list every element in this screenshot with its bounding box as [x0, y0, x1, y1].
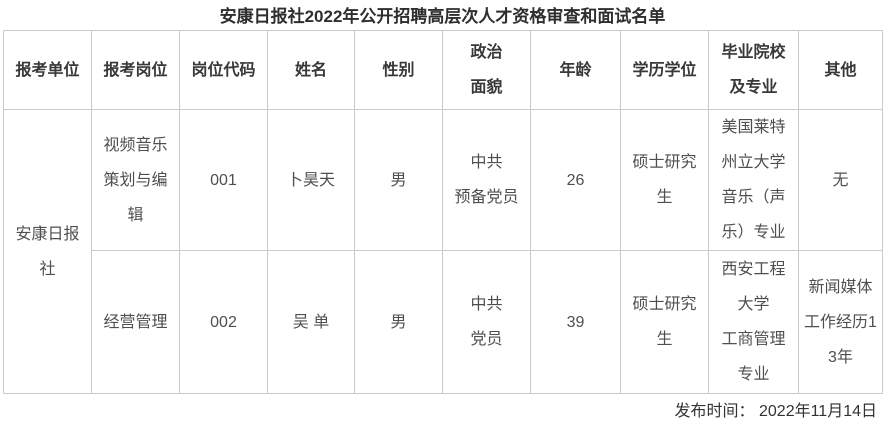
- header-unit: 报考单位: [3, 30, 92, 110]
- cell-degree: 硕士研究 生: [620, 109, 709, 251]
- cell-name: 吴 单: [267, 250, 355, 394]
- cell-degree: 硕士研究 生: [620, 250, 709, 394]
- cell-gender: 男: [354, 109, 443, 251]
- publish-time: 发布时间： 2022年11月14日: [674, 403, 877, 420]
- table-header-row: 报考单位 报考岗位 岗位代码 姓名 性别 政治 面貌 年龄 学历学位 毕业院校 …: [3, 30, 883, 110]
- header-age: 年龄: [530, 30, 621, 110]
- cell-age: 39: [530, 250, 621, 394]
- cell-code: 002: [179, 250, 268, 394]
- cell-unit: 安康日报 社: [3, 109, 92, 394]
- cell-gender: 男: [354, 250, 443, 394]
- recruitment-table: 报考单位 报考岗位 岗位代码 姓名 性别 政治 面貌 年龄 学历学位 毕业院校 …: [3, 30, 883, 394]
- cell-political: 中共 党员: [442, 250, 531, 394]
- header-political: 政治 面貌: [442, 30, 531, 110]
- header-degree: 学历学位: [620, 30, 709, 110]
- page-title: 安康日报社2022年公开招聘高层次人才资格审查和面试名单: [219, 7, 666, 26]
- cell-school: 美国莱特 州立大学 音乐（声 乐）专业: [708, 109, 799, 251]
- header-gender: 性别: [354, 30, 443, 110]
- cell-other: 新闻媒体 工作经历1 3年: [798, 250, 883, 394]
- cell-position: 经营管理: [91, 250, 180, 394]
- table-row: 经营管理 002 吴 单 男 中共 党员 39 硕士研究 生 西安工程 大学 工…: [4, 250, 883, 394]
- header-position: 报考岗位: [91, 30, 180, 110]
- table-row: 安康日报 社 视频音乐 策划与编 辑 001 卜昊天 男 中共 预备党员 26 …: [3, 109, 883, 394]
- cell-position: 视频音乐 策划与编 辑: [91, 109, 180, 251]
- cell-school: 西安工程 大学 工商管理 专业: [708, 250, 799, 394]
- header-code: 岗位代码: [179, 30, 268, 110]
- cell-age: 26: [530, 109, 621, 251]
- cell-political: 中共 预备党员: [442, 109, 531, 251]
- header-other: 其他: [798, 30, 883, 110]
- cell-name: 卜昊天: [267, 109, 355, 251]
- header-school: 毕业院校 及专业: [708, 30, 799, 110]
- cell-other: 无: [798, 109, 883, 251]
- cell-code: 001: [179, 109, 268, 251]
- header-name: 姓名: [267, 30, 355, 110]
